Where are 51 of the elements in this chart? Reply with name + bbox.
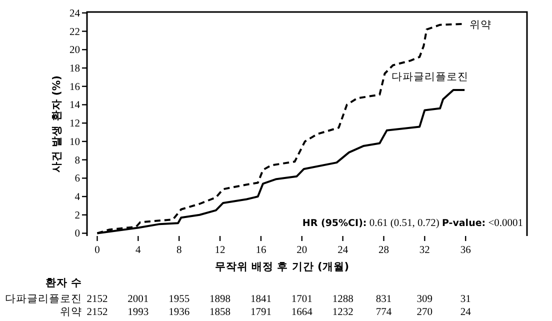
text: 24 [460, 307, 472, 318]
text: 270 [416, 307, 433, 318]
text: 31 [460, 294, 471, 305]
x-tick-label: 0 [94, 245, 100, 256]
text: 다파글리플로진 [5, 293, 82, 305]
y-tick-label: 22 [70, 26, 80, 38]
y-tick-label: 18 [70, 64, 80, 74]
text: 1232 [332, 307, 354, 318]
text: 2152 [86, 294, 108, 305]
x-tick-label: 12 [214, 245, 226, 256]
text: 1791 [250, 307, 272, 318]
text: 1701 [291, 294, 312, 305]
text: 774 [376, 307, 392, 318]
text: 위약 [60, 306, 82, 318]
x-tick-label: 32 [419, 245, 430, 256]
y-tick-label: 20 [70, 45, 80, 56]
text: 1288 [332, 294, 354, 305]
y-tick-label: 16 [70, 82, 80, 93]
x-tick-label: 16 [256, 245, 266, 256]
text: 1955 [168, 294, 190, 305]
x-tick-label: 20 [296, 245, 308, 256]
series-label: 다파글리플로진 [392, 71, 469, 84]
annotation: HR (95%CI): 0.61 (0.51, 0.72) P-value: <0.0001 [302, 218, 523, 229]
x-tick-label: 36 [460, 245, 471, 256]
y-tick-label: 24 [70, 8, 81, 20]
x-tick-label: 4 [136, 245, 142, 256]
y-tick-label: 12 [70, 118, 80, 130]
text: 1858 [210, 307, 231, 318]
text: 1993 [128, 307, 149, 318]
y-tick-label: 0 [74, 228, 80, 240]
y-tick-label: 4 [74, 192, 81, 204]
x-axis-title: 무작위 배정 후 기간 (개월) [214, 261, 350, 273]
text: 1898 [210, 294, 231, 305]
text: 1936 [168, 307, 190, 318]
x-tick-label: 8 [176, 245, 182, 256]
series-label: 위약 [470, 18, 492, 31]
text: 831 [376, 294, 392, 305]
y-tick-label: 6 [74, 174, 80, 185]
text: 309 [416, 294, 433, 305]
text: 1841 [250, 294, 272, 305]
text: 환자 수 [45, 277, 82, 289]
y-tick-label: 2 [74, 210, 80, 222]
text: 2001 [128, 294, 149, 305]
y-tick-label: 10 [70, 136, 80, 148]
x-tick-label: 24 [338, 245, 349, 256]
text: 1664 [291, 307, 314, 318]
text: 2152 [86, 307, 108, 318]
y-axis-title: 사건 발생 환자 (%) [51, 75, 63, 173]
y-tick-label: 8 [74, 155, 80, 166]
y-tick-label: 14 [70, 100, 81, 112]
x-tick-label: 28 [378, 245, 389, 256]
